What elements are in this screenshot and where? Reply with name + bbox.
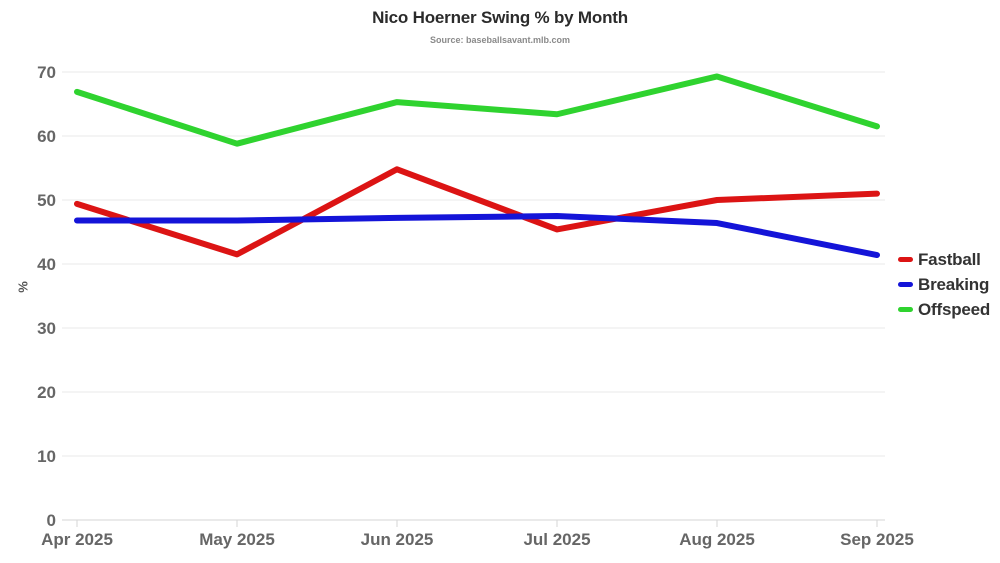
chart-legend: Fastball Breaking Offspeed	[898, 247, 990, 322]
legend-label: Offspeed	[918, 299, 991, 319]
x-tick-label-2: Jun 2025	[361, 530, 434, 549]
legend-swatch-icon	[898, 307, 913, 312]
x-tick-label-0: Apr 2025	[41, 530, 113, 549]
legend-swatch-icon	[898, 282, 913, 287]
legend-item-fastball: Fastball	[898, 247, 990, 272]
x-tick-label-5: Sep 2025	[840, 530, 914, 549]
y-tick-label-50: 50	[37, 191, 56, 210]
y-tick-label-30: 30	[37, 319, 56, 338]
series-line-fastball	[74, 166, 880, 258]
legend-label: Breaking	[918, 274, 990, 294]
y-tick-label-0: 0	[47, 511, 56, 530]
y-tick-label-70: 70	[37, 63, 56, 82]
x-tick-label-1: May 2025	[199, 530, 275, 549]
legend-swatch-icon	[898, 257, 913, 262]
legend-item-breaking: Breaking	[898, 272, 990, 297]
chart-title: Nico Hoerner Swing % by Month	[372, 8, 628, 27]
series-line-breaking	[74, 213, 880, 259]
x-tick-label-3: Jul 2025	[523, 530, 590, 549]
y-tick-label-40: 40	[37, 255, 56, 274]
chart-subtitle: Source: baseballsavant.mlb.com	[429, 35, 571, 45]
series-line-offspeed	[74, 73, 880, 147]
y-tick-label-20: 20	[37, 383, 56, 402]
legend-item-offspeed: Offspeed	[898, 297, 990, 322]
x-tick-label-4: Aug 2025	[679, 530, 755, 549]
y-tick-label-10: 10	[37, 447, 56, 466]
y-tick-label-60: 60	[37, 127, 56, 146]
legend-label: Fastball	[918, 249, 981, 269]
